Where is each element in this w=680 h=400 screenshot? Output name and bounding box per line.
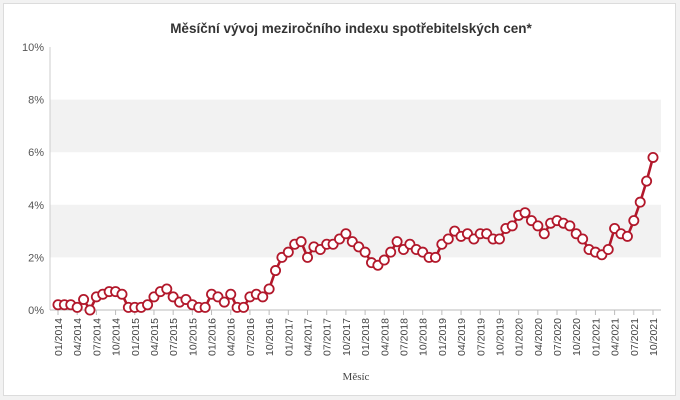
x-tick-label: 04/2014 bbox=[72, 318, 84, 356]
y-tick-label: 2% bbox=[28, 252, 44, 264]
x-tick-label: 07/2021 bbox=[629, 318, 641, 356]
x-tick-label: 07/2018 bbox=[398, 318, 410, 356]
data-point bbox=[359, 246, 371, 258]
x-tick-label: 04/2019 bbox=[456, 318, 468, 356]
data-point bbox=[270, 265, 282, 277]
data-point bbox=[218, 296, 230, 308]
data-point bbox=[647, 151, 659, 163]
data-point bbox=[538, 228, 550, 240]
y-tick-label: 0% bbox=[28, 305, 44, 317]
data-point bbox=[378, 254, 390, 266]
x-tick-label: 10/2021 bbox=[648, 318, 660, 356]
x-tick-label: 07/2017 bbox=[322, 318, 334, 356]
x-tick-label: 01/2016 bbox=[207, 318, 219, 356]
data-point bbox=[71, 301, 83, 313]
data-point bbox=[161, 283, 173, 295]
x-tick-label: 10/2014 bbox=[111, 318, 123, 356]
data-point bbox=[282, 246, 294, 258]
data-point bbox=[84, 304, 96, 316]
x-tick-label: 07/2019 bbox=[475, 318, 487, 356]
data-point bbox=[506, 220, 518, 232]
x-tick-label: 10/2016 bbox=[264, 318, 276, 356]
x-tick-label: 10/2018 bbox=[418, 318, 430, 356]
x-axis-title: Měsíc bbox=[343, 371, 370, 383]
x-tick-label: 01/2017 bbox=[283, 318, 295, 356]
x-tick-label: 10/2017 bbox=[341, 318, 353, 356]
data-point bbox=[142, 299, 154, 311]
x-tick-label: 01/2014 bbox=[53, 318, 65, 356]
x-tick-label: 01/2018 bbox=[360, 318, 372, 356]
data-point bbox=[442, 233, 454, 245]
x-tick-label: 01/2021 bbox=[590, 318, 602, 356]
x-tick-label: 04/2021 bbox=[610, 318, 622, 356]
x-tick-label: 04/2015 bbox=[149, 318, 161, 356]
x-tick-label: 10/2015 bbox=[187, 318, 199, 356]
data-point bbox=[493, 233, 505, 245]
x-tick-label: 04/2017 bbox=[303, 318, 315, 356]
data-point bbox=[225, 288, 237, 300]
chart-title: Měsíční vývoj meziročního indexu spotřeb… bbox=[170, 21, 532, 36]
data-point bbox=[340, 228, 352, 240]
data-point bbox=[199, 301, 211, 313]
data-point bbox=[519, 207, 531, 219]
series-cpi bbox=[52, 151, 659, 316]
data-point bbox=[429, 251, 441, 263]
data-point bbox=[295, 236, 307, 248]
y-tick-label: 4% bbox=[28, 200, 44, 212]
x-tick-label: 01/2015 bbox=[130, 318, 142, 356]
data-point bbox=[116, 288, 128, 300]
data-point bbox=[621, 230, 633, 242]
x-tick-label: 04/2016 bbox=[226, 318, 238, 356]
data-point bbox=[78, 293, 90, 305]
data-point bbox=[628, 215, 640, 227]
data-point bbox=[302, 251, 314, 263]
data-point bbox=[238, 301, 250, 313]
grid-bands bbox=[50, 99, 661, 258]
data-point bbox=[532, 220, 544, 232]
data-point bbox=[602, 244, 614, 256]
data-point bbox=[577, 233, 589, 245]
y-tick-label: 10% bbox=[22, 42, 44, 54]
x-tick-label: 07/2014 bbox=[91, 318, 103, 356]
x-tick-label: 01/2020 bbox=[514, 318, 526, 356]
chart-card bbox=[3, 3, 676, 396]
data-point bbox=[385, 246, 397, 258]
x-tick-label: 10/2020 bbox=[571, 318, 583, 356]
y-tick-label: 6% bbox=[28, 147, 44, 159]
x-tick-label: 04/2020 bbox=[533, 318, 545, 356]
x-tick-label: 04/2018 bbox=[379, 318, 391, 356]
data-point bbox=[391, 236, 403, 248]
data-point bbox=[257, 291, 269, 303]
y-axis: 0% 2% 4% 6% 8% 10% bbox=[22, 42, 51, 317]
grid-band bbox=[50, 99, 661, 153]
data-point bbox=[564, 220, 576, 232]
x-axis: 01/2014 04/2014 07/2014 10/2014 01/2015 04/20… bbox=[50, 309, 661, 356]
x-tick-label: 07/2020 bbox=[552, 318, 564, 356]
x-tick-label: 10/2019 bbox=[494, 318, 506, 356]
x-tick-label: 07/2015 bbox=[168, 318, 180, 356]
data-point bbox=[641, 175, 653, 187]
data-point bbox=[263, 283, 275, 295]
data-point bbox=[634, 196, 646, 208]
x-tick-label: 07/2016 bbox=[245, 318, 257, 356]
y-tick-label: 8% bbox=[28, 95, 44, 107]
x-tick-label: 01/2019 bbox=[437, 318, 449, 356]
